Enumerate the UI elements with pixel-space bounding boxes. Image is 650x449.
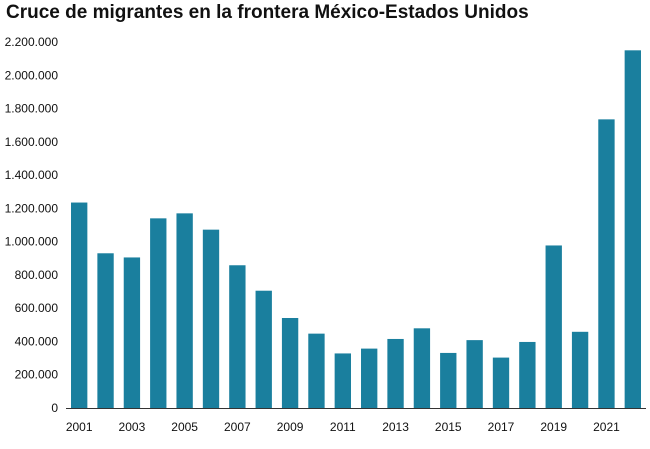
x-tick-label: 2007 (224, 420, 251, 434)
bar-2005 (176, 213, 193, 408)
bar-2001 (71, 202, 88, 408)
x-tick-label: 2011 (330, 420, 356, 434)
bar-2003 (123, 257, 141, 408)
x-tick-label: 2017 (488, 420, 515, 434)
bar-2016 (466, 340, 483, 408)
y-tick-label: 1.600.000 (5, 135, 59, 149)
bar-2011 (334, 353, 351, 408)
bar-2018 (519, 341, 536, 408)
y-tick-label: 200.000 (15, 368, 59, 382)
x-tick-label: 2001 (66, 420, 93, 434)
bar-2008 (255, 290, 272, 408)
y-tick-label: 800.000 (15, 268, 59, 282)
chart-title: Cruce de migrantes en la frontera México… (6, 2, 529, 23)
y-tick-label: 400.000 (15, 334, 59, 348)
x-tick-label: 2009 (277, 420, 304, 434)
bar-2012 (361, 348, 378, 408)
y-tick-label: 1.800.000 (5, 102, 59, 116)
x-tick-label: 2005 (171, 420, 198, 434)
y-tick-label: 1.000.000 (5, 235, 59, 249)
x-tick-label: 2019 (540, 420, 567, 434)
bar-2020 (571, 331, 589, 408)
bar-2013 (387, 338, 404, 408)
x-axis-ticks: 2001 2003 2005 2007 2009 2011 2013 2015 2017 2019… (66, 420, 620, 434)
y-tick-label: 2.200.000 (5, 35, 59, 49)
bar-2007 (229, 265, 246, 408)
y-tick-label: 0 (51, 401, 58, 415)
y-tick-label: 600.000 (15, 301, 59, 315)
x-tick-label: 2015 (435, 420, 462, 434)
bars (71, 50, 641, 409)
y-tick-label: 2.000.000 (5, 68, 59, 82)
bar-2004 (150, 218, 167, 408)
bar-2002 (97, 253, 114, 408)
bar-2014 (413, 328, 431, 408)
bar-2006 (202, 229, 220, 408)
y-axis-ticks: 0 200.000 400.000 600.000 800.000 1.000.000 1.… (5, 35, 59, 415)
bar-2019 (545, 245, 562, 408)
y-tick-label: 1.200.000 (5, 201, 59, 215)
x-tick-label: 2003 (119, 420, 146, 434)
bar-2009 (281, 317, 299, 408)
bar-2010 (308, 333, 325, 408)
bar-2017 (492, 357, 510, 408)
x-tick-label: 2013 (382, 420, 409, 434)
bar-2015 (440, 352, 457, 408)
x-tick-label: 2021 (593, 420, 620, 434)
bar-2022 (624, 50, 641, 409)
y-tick-label: 1.400.000 (5, 168, 59, 182)
bar-2021 (598, 119, 615, 408)
